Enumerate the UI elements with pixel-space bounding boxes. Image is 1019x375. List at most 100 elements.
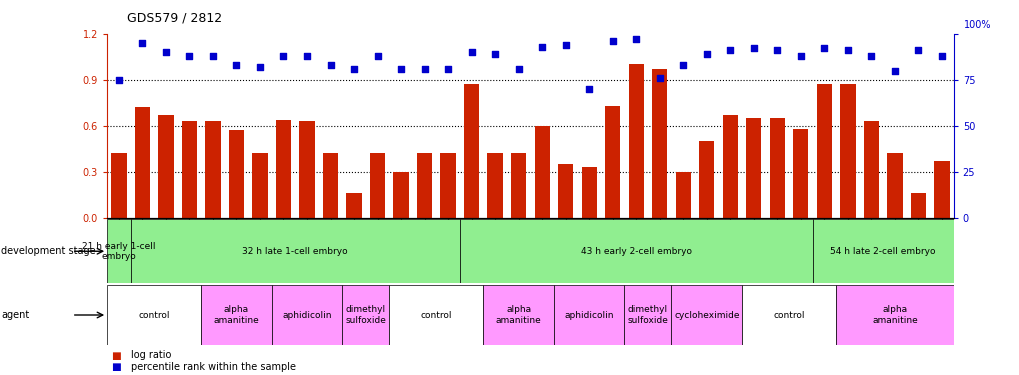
Bar	[863, 121, 878, 218]
Bar	[417, 153, 432, 218]
Bar	[746, 118, 761, 218]
Point	[228, 62, 245, 68]
Text: development stage: development stage	[1, 246, 96, 256]
Text: 100%: 100%	[963, 20, 990, 30]
Text: alpha
amanitine: alpha amanitine	[871, 305, 917, 325]
Bar	[181, 121, 197, 218]
Bar	[840, 84, 855, 218]
Text: 32 h late 1-cell embryo: 32 h late 1-cell embryo	[243, 247, 347, 256]
Point	[510, 66, 526, 72]
Bar	[836, 285, 953, 345]
Bar	[675, 172, 690, 217]
Text: control: control	[772, 310, 804, 320]
Text: log ratio: log ratio	[130, 351, 171, 360]
Point	[768, 47, 785, 53]
Bar	[557, 164, 573, 218]
Bar	[342, 285, 389, 345]
Point	[416, 66, 432, 72]
Point	[135, 40, 151, 46]
Point	[158, 49, 174, 55]
Point	[862, 53, 878, 59]
Text: percentile rank within the sample: percentile rank within the sample	[130, 362, 296, 372]
Point	[369, 53, 385, 59]
Bar	[671, 285, 742, 345]
Bar	[201, 285, 271, 345]
Bar	[107, 219, 130, 283]
Point	[205, 53, 221, 59]
Bar	[389, 285, 483, 345]
Bar	[651, 69, 666, 218]
Point	[322, 62, 338, 68]
Point	[181, 53, 198, 59]
Bar	[816, 84, 832, 218]
Bar	[135, 107, 150, 218]
Text: alpha
amanitine: alpha amanitine	[213, 305, 259, 325]
Point	[486, 51, 502, 57]
Text: aphidicolin: aphidicolin	[282, 310, 331, 320]
Point	[392, 66, 409, 72]
Point	[604, 38, 621, 44]
Point	[886, 68, 902, 74]
Bar	[460, 219, 812, 283]
Bar	[793, 129, 808, 217]
Point	[698, 51, 714, 57]
Point	[792, 53, 808, 59]
Bar	[511, 153, 526, 218]
Bar	[487, 153, 502, 218]
Bar	[130, 219, 460, 283]
Bar	[393, 172, 409, 217]
Bar	[440, 153, 455, 218]
Bar	[107, 285, 201, 345]
Text: agent: agent	[1, 310, 30, 320]
Bar	[581, 167, 596, 218]
Text: dimethyl
sulfoxide: dimethyl sulfoxide	[345, 305, 386, 325]
Bar	[205, 121, 220, 218]
Text: 54 h late 2-cell embryo: 54 h late 2-cell embryo	[829, 247, 935, 256]
Bar	[624, 285, 671, 345]
Bar	[323, 153, 338, 218]
Bar	[370, 153, 385, 218]
Bar	[721, 115, 737, 218]
Bar	[158, 115, 173, 218]
Point	[721, 47, 738, 53]
Bar	[933, 161, 949, 218]
Bar	[299, 121, 314, 218]
Bar	[887, 153, 902, 218]
Text: aphidicolin: aphidicolin	[564, 310, 613, 320]
Bar	[464, 84, 479, 218]
Point	[299, 53, 315, 59]
Bar	[553, 285, 624, 345]
Point	[534, 44, 550, 50]
Point	[651, 75, 667, 81]
Text: ■: ■	[112, 362, 125, 372]
Point	[675, 62, 691, 68]
Point	[628, 36, 644, 42]
Text: 21 h early 1-cell
embryо: 21 h early 1-cell embryо	[82, 242, 156, 261]
Text: 43 h early 2-cell embryo: 43 h early 2-cell embryo	[580, 247, 691, 256]
Point	[839, 47, 855, 53]
Bar	[812, 219, 953, 283]
Bar	[534, 126, 549, 218]
Text: ■: ■	[112, 351, 125, 360]
Point	[909, 47, 925, 53]
Bar	[604, 106, 620, 218]
Bar	[346, 193, 362, 217]
Point	[252, 64, 268, 70]
Bar	[742, 285, 836, 345]
Bar	[769, 118, 785, 218]
Bar	[275, 120, 290, 218]
Text: GDS579 / 2812: GDS579 / 2812	[127, 11, 222, 24]
Point	[463, 49, 479, 55]
Text: alpha
amanitine: alpha amanitine	[495, 305, 541, 325]
Bar	[228, 130, 244, 218]
Bar	[252, 153, 267, 218]
Text: dimethyl
sulfoxide: dimethyl sulfoxide	[627, 305, 667, 325]
Point	[745, 45, 761, 51]
Bar	[698, 141, 713, 218]
Point	[815, 45, 832, 51]
Point	[581, 86, 597, 92]
Point	[557, 42, 574, 48]
Text: cycloheximide: cycloheximide	[674, 310, 739, 320]
Point	[345, 66, 362, 72]
Bar	[271, 285, 342, 345]
